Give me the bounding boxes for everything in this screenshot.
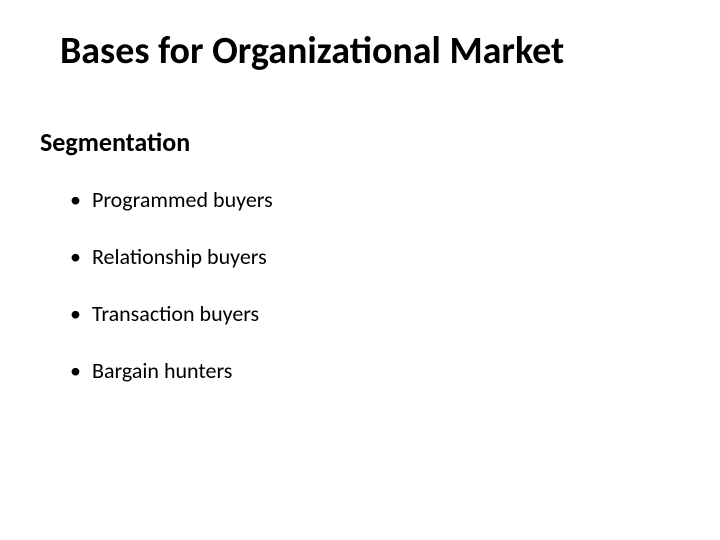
list-item: Transaction buyers	[70, 300, 670, 327]
list-item: Programmed buyers	[70, 186, 670, 213]
slide-title: Bases for Organizational Market	[60, 28, 670, 74]
list-item: Bargain hunters	[70, 357, 670, 384]
slide-subtitle: Segmentation	[40, 126, 670, 158]
list-item: Relationship buyers	[70, 243, 670, 270]
bullet-list: Programmed buyers Relationship buyers Tr…	[70, 186, 670, 384]
slide-container: Bases for Organizational Market Segmenta…	[0, 0, 720, 540]
